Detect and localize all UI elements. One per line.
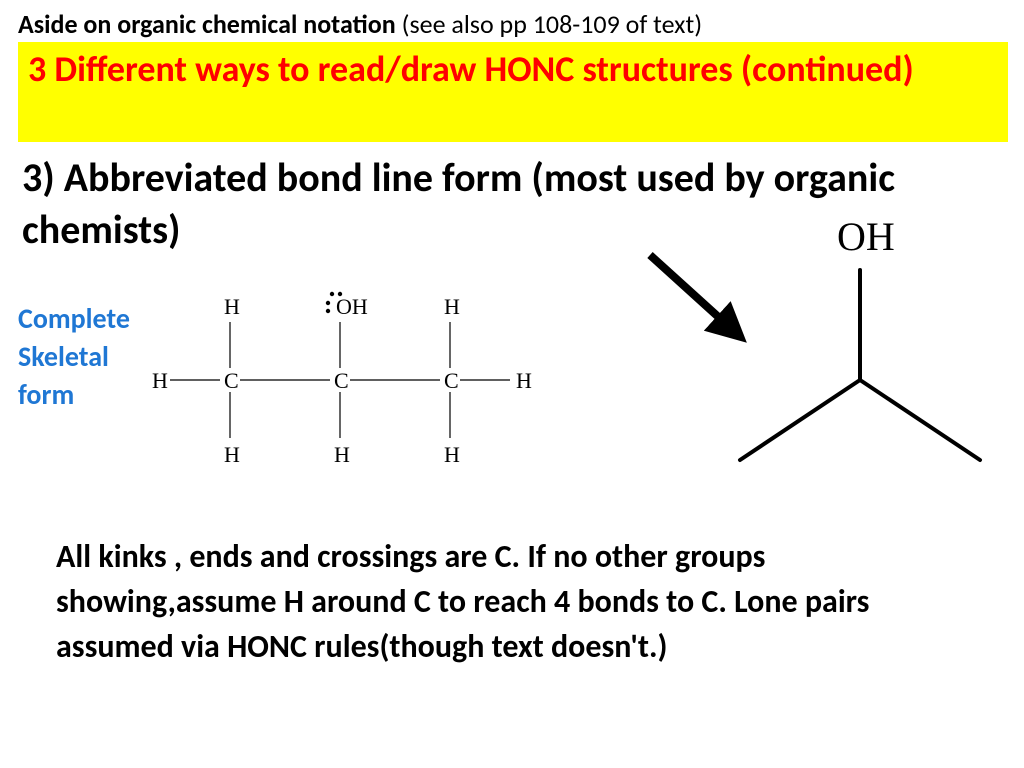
- atom-h-left: H: [152, 368, 168, 393]
- atom-h-right: H: [516, 368, 532, 393]
- complete-skeletal-structure: C C C H H H OH H H H H: [140, 270, 560, 490]
- banner-text: 3 Different ways to read/draw HONC struc…: [28, 47, 914, 91]
- skeletal-label-line1: Complete: [18, 300, 130, 338]
- yellow-banner: 3 Different ways to read/draw HONC struc…: [18, 42, 1008, 142]
- atom-h-top3: H: [444, 294, 460, 319]
- atom-c1: C: [224, 368, 239, 393]
- atom-h-bot3: H: [444, 442, 460, 467]
- skeletal-label-line2: Skeletal: [18, 338, 130, 376]
- aside-line: Aside on organic chemical notation (see …: [18, 8, 702, 40]
- explanation-paragraph: All kinks , ends and crossings are C. If…: [56, 535, 956, 669]
- skeletal-label-line3: form: [18, 376, 130, 414]
- skeletal-form-label: Complete Skeletal form: [18, 300, 130, 413]
- paragraph-text: All kinks , ends and crossings are C. If…: [56, 537, 869, 666]
- atom-h-bot1: H: [224, 442, 240, 467]
- aside-bold-text: Aside on organic chemical notation: [18, 8, 402, 40]
- atom-c2: C: [334, 368, 349, 393]
- bondline-structure: [700, 260, 1010, 480]
- atom-h-top1: H: [224, 294, 240, 319]
- atom-c3: C: [444, 368, 459, 393]
- bondline-oh-label: OH: [837, 213, 895, 260]
- atom-oh-top2: OH: [336, 294, 368, 319]
- heading-text: 3) Abbreviated bond line form (most used…: [22, 153, 895, 254]
- aside-rest-text: (see also pp 108-109 of text): [402, 8, 703, 40]
- atom-h-bot2: H: [334, 442, 350, 467]
